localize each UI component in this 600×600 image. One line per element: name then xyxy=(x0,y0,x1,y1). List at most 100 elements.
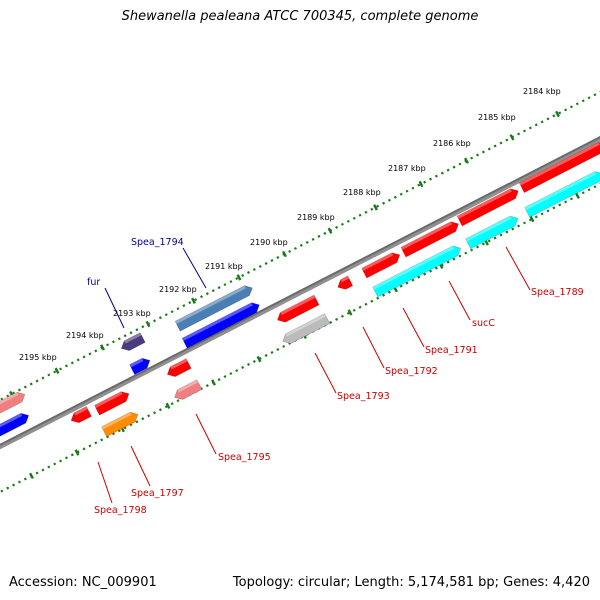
gene-arrow[interactable] xyxy=(129,356,153,375)
outer-major-tick xyxy=(555,110,560,118)
gene-body xyxy=(282,313,331,344)
gene-body xyxy=(361,252,401,279)
gene-body xyxy=(174,285,253,332)
ruler-label-2189: 2189 kbp xyxy=(297,213,335,222)
gene-highlight xyxy=(182,302,253,341)
gene-label-spea-1792[interactable]: Spea_1792 xyxy=(385,366,438,377)
gene-highlight xyxy=(101,412,132,430)
inner-major-tick xyxy=(529,215,535,223)
accession-text: Accession: NC_009901 xyxy=(9,575,157,590)
gene-arrow[interactable] xyxy=(119,332,146,354)
genome-stats-text: Topology: circular; Length: 5,174,581 bp… xyxy=(232,575,590,590)
gene-body xyxy=(524,171,600,218)
gene-highlight xyxy=(361,252,394,271)
gene-arrow[interactable] xyxy=(174,283,255,332)
leader-line xyxy=(402,307,425,348)
gene-arrow[interactable] xyxy=(165,358,192,380)
gene-highlight xyxy=(73,406,88,416)
gene-highlight xyxy=(280,295,316,316)
inner-major-tick xyxy=(29,472,34,480)
gene-arrow[interactable] xyxy=(94,389,131,416)
outer-ruler-line xyxy=(0,90,600,402)
gene-arrow[interactable] xyxy=(524,169,600,218)
ruler-label-2194: 2194 kbp xyxy=(66,331,104,340)
gene-label-spea-1794[interactable]: Spea_1794 xyxy=(131,237,184,248)
gene-body xyxy=(518,141,600,193)
inner-major-tick xyxy=(165,402,171,410)
ruler-label-2195: 2195 kbp xyxy=(19,353,57,362)
ruler xyxy=(0,90,600,494)
gene-arrow[interactable] xyxy=(518,139,600,193)
gene-arrow[interactable] xyxy=(456,186,521,227)
gene-arrow[interactable] xyxy=(0,389,27,417)
inner-major-tick xyxy=(256,355,262,363)
leader-line xyxy=(104,287,125,329)
gene-body xyxy=(94,391,130,416)
gene-arrow[interactable] xyxy=(0,411,31,440)
gene-body xyxy=(181,302,260,349)
inner-major-tick xyxy=(211,379,216,386)
outer-major-tick xyxy=(236,274,242,281)
gene-arrow[interactable] xyxy=(101,409,141,437)
gene-body xyxy=(0,412,30,440)
gene-label-spea-1793[interactable]: Spea_1793 xyxy=(337,391,390,402)
inner-major-tick xyxy=(347,309,353,316)
gene-label-fur[interactable]: fur xyxy=(87,277,100,288)
ruler-label-2191: 2191 kbp xyxy=(205,262,243,271)
gene-body xyxy=(166,358,192,377)
ruler-label-2192: 2192 kbp xyxy=(159,285,197,294)
outer-major-tick xyxy=(100,344,105,351)
gene-label-spea-1789[interactable]: Spea_1789 xyxy=(531,287,584,298)
gene-arrow[interactable] xyxy=(361,250,403,279)
gene-highlight xyxy=(285,313,327,337)
gene-arrow[interactable] xyxy=(280,313,331,347)
gene-label-succ[interactable]: sucC xyxy=(472,318,495,329)
gene-arrow[interactable] xyxy=(335,275,354,292)
gene-body xyxy=(120,332,146,351)
gene-arrow[interactable] xyxy=(372,243,463,298)
gene-highlight xyxy=(400,221,453,250)
gene-highlight xyxy=(0,392,19,410)
backbone xyxy=(0,136,600,450)
gene-label-spea-1797[interactable]: Spea_1797 xyxy=(131,488,184,499)
ruler-label-2184: 2184 kbp xyxy=(523,87,561,96)
gene-label-spea-1795[interactable]: Spea_1795 xyxy=(218,452,271,463)
genes[interactable] xyxy=(0,139,600,440)
outer-major-tick xyxy=(327,227,333,234)
gene-arrow[interactable] xyxy=(172,379,203,403)
leader-line xyxy=(97,461,113,504)
inner-major-tick xyxy=(575,192,580,199)
gene-body xyxy=(101,411,139,437)
ruler-label-2186: 2186 kbp xyxy=(433,139,471,148)
ruler-labels: 2184 kbp 2185 kbp 2186 kbp 2187 kbp 2188… xyxy=(19,87,561,362)
gene-arrow[interactable] xyxy=(69,406,92,426)
ruler-label-2190: 2190 kbp xyxy=(250,238,288,247)
leader-line xyxy=(182,247,207,289)
gene-highlight xyxy=(124,332,142,344)
gene-highlight xyxy=(177,379,199,393)
gene-label-spea-1791[interactable]: Spea_1791 xyxy=(425,345,478,356)
outer-major-tick xyxy=(282,250,287,258)
leader-line xyxy=(314,352,337,394)
gene-arrow[interactable] xyxy=(181,300,262,349)
outer-major-tick xyxy=(373,204,378,211)
gene-body xyxy=(129,357,151,375)
gene-highlight xyxy=(519,142,600,186)
gene-arrow[interactable] xyxy=(400,219,461,258)
outer-major-tick xyxy=(54,367,60,374)
gene-body xyxy=(277,294,320,323)
outer-major-tick xyxy=(464,157,469,164)
inner-ruler-line xyxy=(0,182,600,494)
gene-body xyxy=(174,379,203,400)
leader-line xyxy=(195,413,217,455)
leader-line xyxy=(448,280,471,321)
gene-arrow[interactable] xyxy=(465,213,521,250)
gene-label-spea-1798[interactable]: Spea_1798 xyxy=(94,505,147,516)
gene-body xyxy=(372,245,462,298)
ruler-label-2187: 2187 kbp xyxy=(388,164,426,173)
leader-line xyxy=(505,246,531,291)
gene-body xyxy=(465,215,519,250)
gene-arrow[interactable] xyxy=(275,294,320,325)
outer-major-tick xyxy=(145,320,151,328)
